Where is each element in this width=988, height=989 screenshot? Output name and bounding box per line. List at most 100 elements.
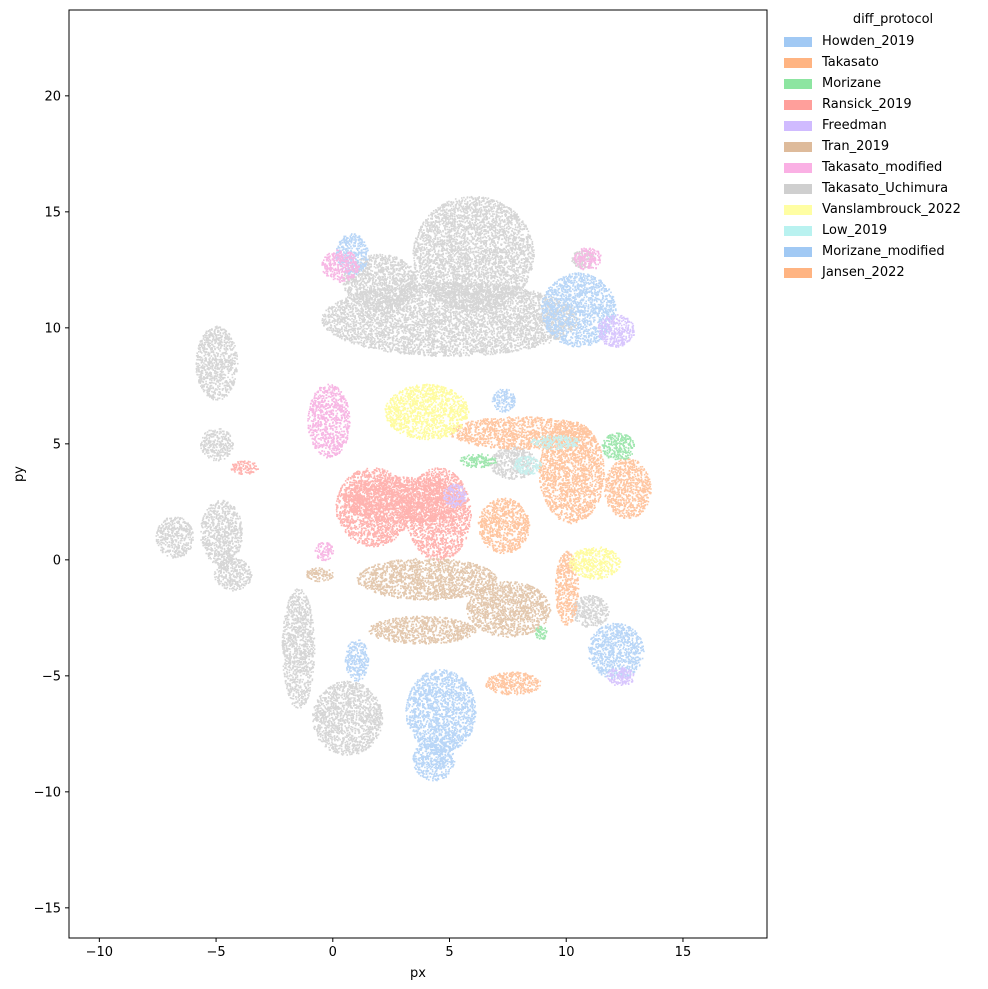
point bbox=[373, 343, 376, 346]
point bbox=[408, 329, 410, 332]
point bbox=[444, 354, 447, 357]
point bbox=[471, 344, 473, 346]
point bbox=[331, 320, 334, 322]
point bbox=[342, 302, 344, 304]
point bbox=[363, 318, 365, 320]
point bbox=[427, 337, 429, 340]
point bbox=[496, 317, 499, 319]
point bbox=[448, 289, 450, 292]
point bbox=[552, 329, 554, 332]
point bbox=[477, 322, 479, 325]
point bbox=[333, 314, 336, 316]
point bbox=[502, 318, 504, 321]
point bbox=[429, 285, 431, 287]
point bbox=[458, 337, 460, 340]
point bbox=[369, 314, 371, 317]
point bbox=[431, 303, 434, 305]
point bbox=[540, 329, 543, 331]
point bbox=[365, 341, 368, 344]
point bbox=[501, 313, 504, 316]
point bbox=[369, 315, 371, 318]
point bbox=[405, 326, 407, 329]
point bbox=[451, 339, 453, 342]
point bbox=[560, 310, 563, 312]
point bbox=[497, 332, 499, 335]
point bbox=[357, 341, 360, 344]
point bbox=[355, 321, 358, 323]
point bbox=[520, 335, 522, 337]
point bbox=[417, 353, 420, 356]
point bbox=[481, 336, 484, 339]
point bbox=[450, 354, 452, 356]
point bbox=[354, 327, 357, 330]
point bbox=[410, 288, 412, 290]
point bbox=[386, 345, 389, 347]
point bbox=[492, 329, 495, 331]
point bbox=[391, 297, 393, 299]
point bbox=[365, 345, 367, 347]
point bbox=[525, 347, 528, 349]
point bbox=[409, 314, 412, 316]
point bbox=[405, 346, 408, 349]
point bbox=[451, 296, 454, 298]
point bbox=[406, 338, 409, 341]
point bbox=[331, 321, 333, 323]
point bbox=[422, 349, 424, 352]
point bbox=[407, 328, 409, 331]
point bbox=[523, 305, 525, 308]
point bbox=[430, 315, 432, 318]
point bbox=[405, 313, 407, 316]
point bbox=[417, 352, 419, 354]
point bbox=[487, 308, 489, 310]
point bbox=[380, 331, 382, 334]
point bbox=[417, 334, 420, 337]
point bbox=[367, 338, 369, 341]
point bbox=[451, 348, 453, 350]
point bbox=[367, 335, 370, 338]
point bbox=[479, 331, 481, 334]
point bbox=[408, 292, 411, 295]
point bbox=[355, 310, 357, 312]
point bbox=[401, 337, 403, 339]
point bbox=[466, 308, 469, 310]
point bbox=[474, 317, 476, 319]
point bbox=[451, 290, 454, 293]
point bbox=[559, 332, 561, 334]
point bbox=[406, 285, 409, 288]
point bbox=[384, 348, 386, 350]
point bbox=[499, 345, 502, 347]
series-takasato-uchimura bbox=[155, 195, 610, 756]
point bbox=[431, 345, 433, 347]
point bbox=[477, 346, 479, 349]
point bbox=[430, 319, 432, 321]
point bbox=[461, 297, 463, 299]
point bbox=[511, 326, 513, 328]
point bbox=[536, 318, 539, 321]
point bbox=[484, 345, 486, 348]
point bbox=[359, 333, 362, 336]
point bbox=[518, 301, 520, 303]
point bbox=[520, 333, 523, 335]
point bbox=[539, 331, 542, 334]
point bbox=[374, 309, 377, 312]
point bbox=[359, 325, 362, 327]
point bbox=[466, 346, 469, 348]
point bbox=[523, 298, 526, 301]
point bbox=[391, 348, 394, 350]
point bbox=[393, 310, 395, 312]
point bbox=[361, 312, 364, 314]
point bbox=[343, 325, 345, 327]
point bbox=[343, 308, 346, 310]
point bbox=[412, 349, 414, 352]
point bbox=[334, 309, 336, 311]
point bbox=[357, 330, 359, 333]
point bbox=[528, 304, 531, 306]
point bbox=[519, 311, 521, 314]
point bbox=[432, 324, 434, 327]
point bbox=[510, 313, 512, 316]
point bbox=[536, 343, 539, 345]
point bbox=[549, 337, 552, 339]
point bbox=[474, 332, 477, 334]
point bbox=[460, 315, 463, 318]
point bbox=[472, 338, 474, 341]
